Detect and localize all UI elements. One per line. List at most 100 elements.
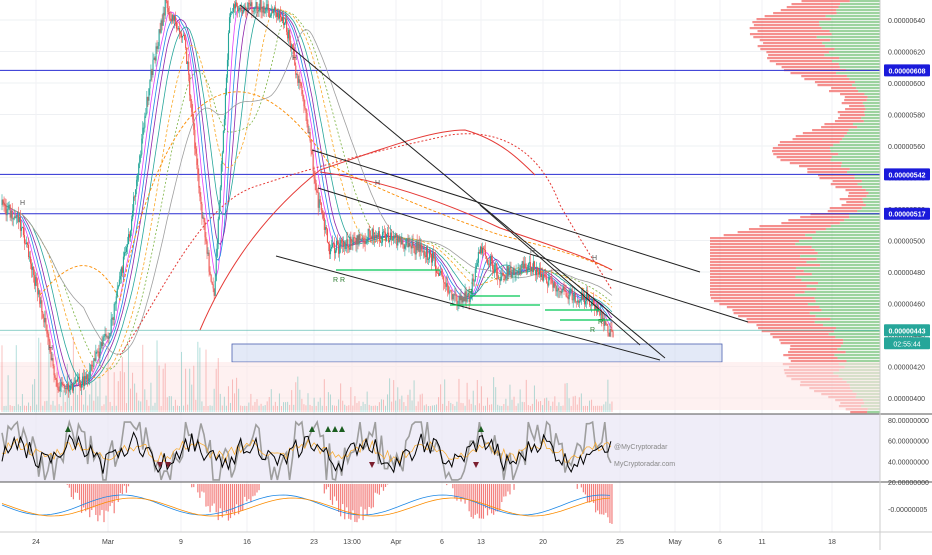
candle-body	[524, 263, 526, 268]
candle-body	[100, 342, 102, 349]
candle-body	[375, 235, 377, 238]
time-tick-label: 24	[32, 539, 40, 546]
candle-body	[64, 387, 66, 389]
volume-bar	[193, 365, 195, 412]
macd-histogram-bar	[478, 484, 480, 519]
candle-body	[435, 257, 437, 270]
volume-bar	[540, 401, 542, 412]
volume-bar	[591, 399, 593, 412]
countdown-tag-bg	[884, 337, 930, 350]
candle-body	[168, 11, 170, 19]
volume-bar	[70, 405, 72, 412]
candle-body	[309, 132, 311, 141]
candle-body	[381, 232, 384, 243]
candle-body	[521, 261, 523, 266]
volume-bar	[319, 397, 321, 412]
profile-buy-bar	[837, 348, 880, 351]
price-tick-label: 0.00000560	[888, 144, 925, 151]
volume-bar	[44, 401, 46, 412]
candle-body	[599, 311, 601, 316]
macd-histogram-bar	[117, 484, 119, 502]
profile-buy-bar	[839, 222, 880, 225]
macd-histogram-bar	[480, 484, 482, 519]
candle-body	[40, 300, 42, 305]
volume-bar	[115, 405, 117, 412]
volume-bar	[199, 347, 201, 412]
volume-bar	[527, 405, 529, 412]
moving-average-line	[1, 8, 613, 379]
candle-body	[196, 153, 198, 166]
candle-body	[423, 250, 425, 256]
candle-body	[102, 337, 104, 346]
profile-sell-bar	[710, 237, 813, 240]
volume-bar	[503, 404, 505, 412]
macd-histogram-bar	[370, 484, 372, 509]
candle-body	[70, 383, 72, 386]
candle-body	[563, 286, 565, 291]
macd-histogram-bar	[70, 484, 72, 497]
profile-sell-bar	[769, 60, 832, 63]
profile-buy-bar	[844, 135, 880, 138]
macd-histogram-bar	[580, 484, 582, 488]
macd-pane	[1, 484, 613, 524]
candle-body	[572, 299, 574, 301]
candle-body	[312, 154, 314, 171]
macd-histogram-bar	[80, 484, 83, 513]
candle-body	[229, 12, 232, 18]
profile-sell-bar	[770, 333, 829, 336]
profile-buy-bar	[868, 192, 880, 195]
candle-body	[496, 263, 498, 276]
candle-body	[591, 301, 593, 306]
candle-body	[178, 27, 181, 33]
candle-body	[588, 295, 590, 298]
volume-bar	[552, 401, 554, 412]
candle-body	[465, 291, 467, 302]
price-tick-label: 0.00000500	[888, 239, 925, 246]
candle-body	[555, 285, 557, 292]
candle-body	[553, 281, 555, 288]
candle-body	[160, 20, 162, 33]
volume-bar	[513, 396, 515, 412]
profile-sell-bar	[807, 168, 850, 171]
candle-body	[111, 317, 113, 320]
candle-body	[585, 292, 588, 301]
candle-body	[593, 300, 595, 306]
profile-sell-bar	[710, 261, 807, 264]
candle-body	[379, 240, 382, 243]
candle-body	[498, 278, 500, 280]
profile-sell-bar	[768, 54, 825, 57]
candle-body	[445, 283, 447, 287]
candle-body	[387, 232, 389, 235]
profile-sell-bar	[783, 354, 835, 357]
candle-body	[586, 292, 589, 298]
candle-body	[209, 271, 211, 275]
candle-body	[135, 189, 137, 197]
volume-bar	[440, 384, 442, 412]
volume-bar	[289, 404, 291, 412]
candle-body	[478, 252, 480, 254]
profile-sell-bar	[767, 57, 840, 60]
profile-sell-bar	[788, 219, 845, 222]
volume-bar	[499, 405, 501, 412]
candle-body	[12, 218, 14, 220]
candle-body	[173, 16, 175, 21]
profile-buy-bar	[857, 183, 880, 186]
candle-body	[32, 266, 34, 270]
profile-sell-bar	[772, 147, 831, 150]
candle-body	[142, 127, 144, 139]
candle-body	[495, 263, 497, 265]
candle-body	[464, 291, 466, 302]
volume-bar	[244, 405, 246, 412]
volume-bar	[107, 338, 109, 412]
candle-body	[477, 252, 479, 263]
profile-buy-bar	[857, 126, 880, 129]
candle-body	[122, 256, 124, 273]
candle-body	[260, 0, 262, 12]
volume-bar	[511, 399, 513, 412]
pattern-r-mark: R	[598, 319, 603, 326]
volume-bar	[595, 405, 597, 412]
candle-body	[608, 332, 610, 337]
candle-body	[386, 234, 388, 241]
